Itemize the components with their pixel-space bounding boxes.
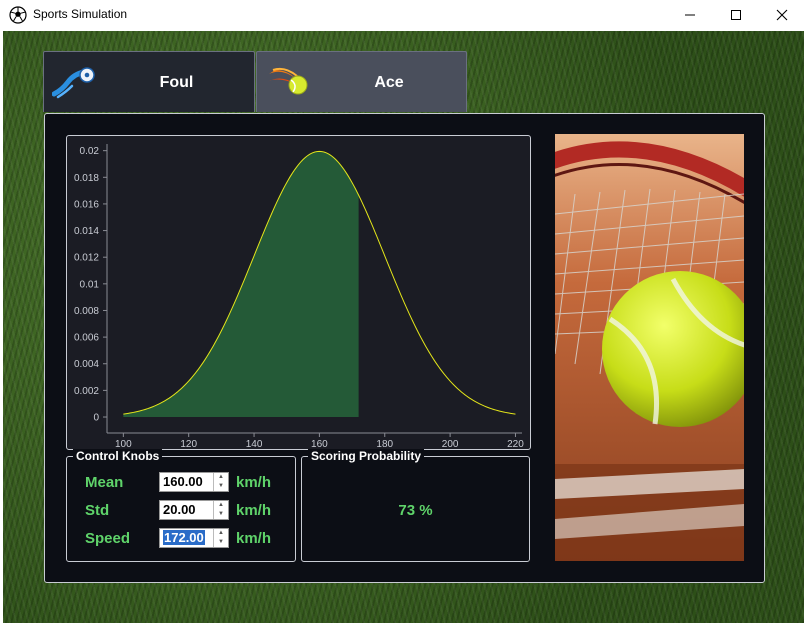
x-tick-label-5: 200 — [442, 439, 459, 449]
std-spinbox[interactable]: 20.00 ▲ ▼ — [159, 500, 229, 520]
x-tick-label-6: 220 — [507, 439, 524, 449]
scoring-probability-value: 73 % — [398, 502, 433, 519]
tennis-photo — [555, 134, 744, 561]
distribution-curve — [123, 150, 516, 415]
title-bar: Sports Simulation — [0, 0, 807, 30]
y-tick-label-0: 0 — [93, 413, 99, 424]
x-tick-label-3: 160 — [311, 439, 328, 449]
mean-unit: km/h — [236, 474, 272, 491]
y-tick-label-3: 0.006 — [74, 333, 99, 344]
std-stepper[interactable]: ▲ ▼ — [213, 501, 228, 519]
tab-foul[interactable]: Foul — [43, 51, 255, 112]
y-tick-label-10: 0.02 — [80, 146, 100, 157]
distribution-chart: 100 120 140 160 180 200 220 0 0.002 0.004 0.006 0.0… — [66, 135, 531, 450]
blue-ball-icon — [52, 67, 95, 99]
tennis-ball-racket-image — [555, 134, 744, 561]
mean-spinbox[interactable]: 160.00 ▲ ▼ — [159, 472, 229, 492]
mean-label: Mean — [85, 474, 124, 491]
minimize-button[interactable] — [667, 0, 713, 30]
std-label: Std — [85, 502, 110, 519]
y-tick-label-1: 0.002 — [74, 386, 99, 397]
x-tick-label-0: 100 — [115, 439, 132, 449]
tab-foul-label: Foul — [159, 74, 194, 91]
maximize-icon — [731, 10, 741, 20]
minimize-icon — [685, 14, 695, 16]
close-icon — [776, 9, 788, 21]
speed-row: Speed 172.00 ▲ ▼ km/h — [85, 528, 290, 548]
probability-fill-area — [123, 151, 359, 418]
speed-spinbox[interactable]: 172.00 ▲ ▼ — [159, 528, 229, 548]
close-button[interactable] — [759, 0, 805, 30]
window-title: Sports Simulation — [33, 7, 128, 21]
speed-value: 172.00 — [163, 530, 205, 545]
speed-unit: km/h — [236, 530, 272, 547]
mean-stepper[interactable]: ▲ ▼ — [213, 473, 228, 491]
y-tick-label-6: 0.012 — [74, 253, 99, 264]
x-tick-label-2: 140 — [246, 439, 263, 449]
speed-stepper[interactable]: ▲ ▼ — [213, 529, 228, 547]
control-knobs-title: Control Knobs — [73, 449, 163, 463]
distribution-chart-svg: 100 120 140 160 180 200 220 0 0.002 0.004 0.006 0.0… — [74, 144, 524, 449]
scoring-probability-title: Scoring Probability — [308, 449, 425, 463]
std-row: Std 20.00 ▲ ▼ km/h — [85, 500, 290, 520]
fire-tennis-ball-icon — [267, 67, 308, 95]
tab-ace[interactable]: Ace — [256, 51, 467, 112]
main-panel: 100 120 140 160 180 200 220 0 0.002 0.004 0.006 0.0… — [44, 113, 765, 583]
speed-label: Speed — [85, 530, 131, 547]
y-tick-label-5: 0.01 — [80, 279, 100, 290]
soccer-ball-icon — [9, 6, 27, 24]
mean-row: Mean 160.00 ▲ ▼ km/h — [85, 472, 290, 492]
std-value: 20.00 — [163, 502, 196, 517]
x-tick-label-1: 120 — [180, 439, 197, 449]
mean-value: 160.00 — [163, 474, 203, 489]
y-tick-label-7: 0.014 — [74, 226, 99, 237]
tab-ace-label: Ace — [374, 74, 404, 91]
x-tick-label-4: 180 — [376, 439, 393, 449]
std-unit: km/h — [236, 502, 272, 519]
maximize-button[interactable] — [713, 0, 759, 30]
control-knobs-group: Control Knobs Mean 160.00 ▲ ▼ km/h Std 20… — [66, 449, 296, 562]
y-tick-label-4: 0.008 — [74, 306, 99, 317]
y-tick-label-9: 0.018 — [74, 173, 99, 184]
y-tick-label-2: 0.004 — [74, 359, 99, 370]
y-tick-label-8: 0.016 — [74, 199, 99, 210]
scoring-probability-group: Scoring Probability 73 % — [301, 449, 530, 562]
